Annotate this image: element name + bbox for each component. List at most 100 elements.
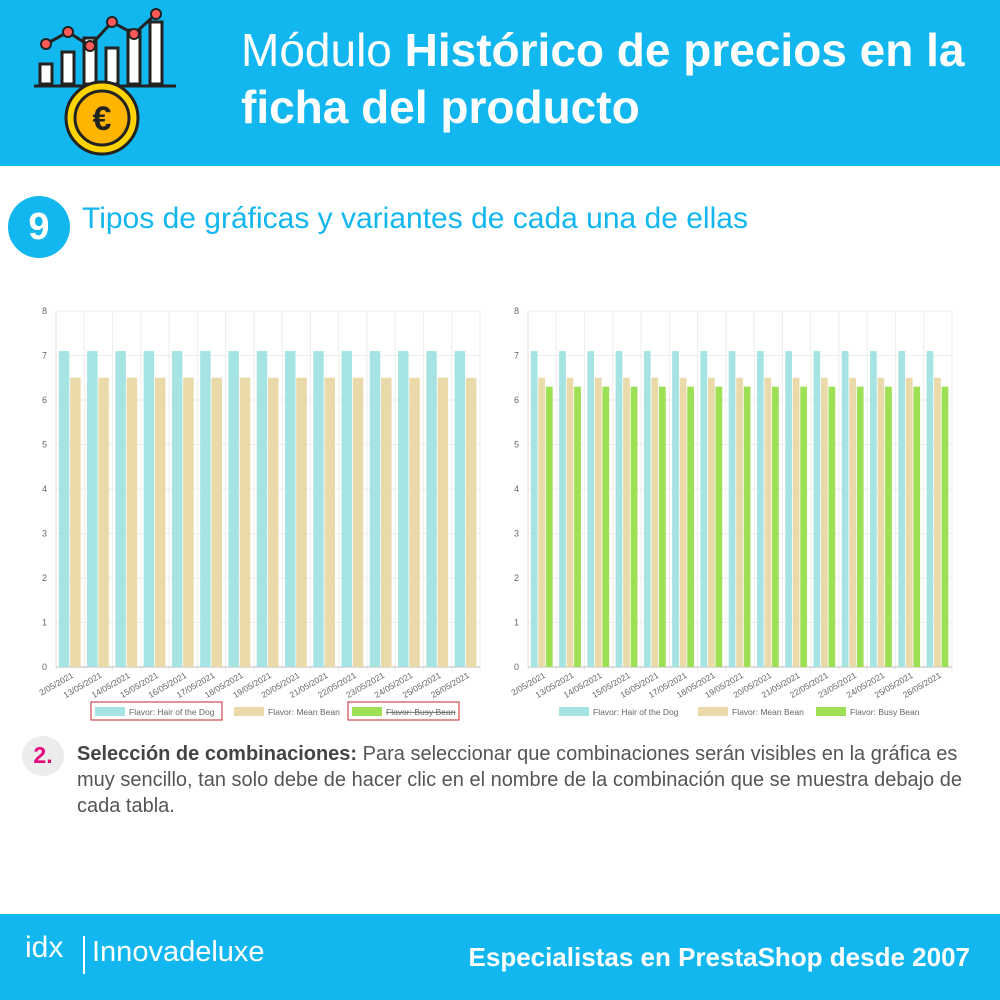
- legend-item-flavor-busy-bean[interactable]: Flavor: Busy Bean: [347, 701, 460, 721]
- legend-label[interactable]: Flavor: Hair of the Dog: [593, 707, 679, 717]
- legend-item-flavor-mean-bean[interactable]: Flavor: Mean Bean: [698, 707, 804, 717]
- bar-flavor-hair-of-the-dog[interactable]: [58, 351, 70, 667]
- bar-flavor-mean-bean[interactable]: [651, 377, 659, 667]
- bar-chart-svg: 0123456782/05/202113/05/202114/05/202115…: [509, 306, 953, 717]
- price-history-chart-left: 0 1 2 3 4 5 6 7 8 2/05/2021 13/05/2021 14/05/2021 15…: [28, 295, 488, 725]
- legend-label[interactable]: Flavor: Mean Bean: [268, 707, 340, 717]
- bar-flavor-mean-bean[interactable]: [934, 377, 941, 667]
- bar-flavor-hair-of-the-dog[interactable]: [369, 351, 381, 667]
- bar-flavor-hair-of-the-dog[interactable]: [643, 351, 651, 667]
- page-title: Módulo Histórico de precios en la ficha …: [241, 22, 981, 136]
- bar-flavor-busy-bean[interactable]: [715, 386, 723, 667]
- bar-flavor-mean-bean[interactable]: [296, 377, 307, 667]
- bar-flavor-mean-bean[interactable]: [98, 377, 109, 667]
- legend-label[interactable]: Flavor: Busy Bean: [850, 707, 920, 717]
- bar-flavor-hair-of-the-dog[interactable]: [700, 351, 708, 667]
- bar-flavor-hair-of-the-dog[interactable]: [115, 351, 126, 667]
- y-tick-label: 8: [514, 306, 519, 316]
- bar-flavor-hair-of-the-dog[interactable]: [756, 351, 764, 667]
- legend-swatch: [559, 707, 589, 716]
- bar-flavor-mean-bean[interactable]: [409, 377, 420, 667]
- y-tick-label: 6: [514, 395, 519, 405]
- bar-flavor-busy-bean[interactable]: [743, 386, 751, 667]
- bar-flavor-mean-bean[interactable]: [566, 377, 574, 667]
- bar-flavor-mean-bean[interactable]: [381, 377, 392, 667]
- bar-flavor-mean-bean[interactable]: [154, 377, 166, 667]
- bar-flavor-mean-bean[interactable]: [211, 377, 222, 667]
- bar-flavor-hair-of-the-dog[interactable]: [143, 351, 155, 667]
- bar-flavor-hair-of-the-dog[interactable]: [341, 351, 352, 667]
- bar-flavor-hair-of-the-dog[interactable]: [200, 351, 211, 667]
- bar-flavor-busy-bean[interactable]: [630, 386, 638, 667]
- bar-flavor-mean-bean[interactable]: [877, 377, 885, 667]
- bar-flavor-mean-bean[interactable]: [324, 377, 336, 667]
- bar-flavor-busy-bean[interactable]: [913, 386, 921, 667]
- bar-flavor-busy-bean[interactable]: [772, 386, 779, 667]
- bar-flavor-hair-of-the-dog[interactable]: [171, 351, 183, 667]
- bar-flavor-hair-of-the-dog[interactable]: [870, 351, 877, 667]
- bar-flavor-hair-of-the-dog[interactable]: [87, 351, 98, 667]
- bar-flavor-hair-of-the-dog[interactable]: [426, 351, 437, 667]
- bar-flavor-mean-bean[interactable]: [437, 377, 449, 667]
- legend-label[interactable]: Flavor: Busy Bean: [386, 707, 456, 717]
- bar-flavor-mean-bean[interactable]: [70, 377, 81, 667]
- brand-logo-mark: idx: [25, 931, 64, 964]
- legend-label[interactable]: Flavor: Mean Bean: [732, 707, 804, 717]
- bar-flavor-busy-bean[interactable]: [687, 386, 694, 667]
- bar-flavor-hair-of-the-dog[interactable]: [559, 351, 566, 667]
- bar-flavor-hair-of-the-dog[interactable]: [530, 351, 538, 667]
- legend-highlight-box: [347, 701, 460, 721]
- bar-flavor-mean-bean[interactable]: [764, 377, 772, 667]
- bar-flavor-hair-of-the-dog[interactable]: [284, 351, 296, 667]
- bar-flavor-hair-of-the-dog[interactable]: [785, 351, 792, 667]
- bar-flavor-hair-of-the-dog[interactable]: [898, 351, 906, 667]
- legend-label[interactable]: Flavor: Hair of the Dog: [129, 707, 215, 717]
- bar-flavor-hair-of-the-dog[interactable]: [313, 351, 324, 667]
- y-tick-label: 7: [514, 351, 519, 361]
- bar-flavor-busy-bean[interactable]: [856, 386, 864, 667]
- bar-flavor-busy-bean[interactable]: [828, 386, 836, 667]
- y-tick-label: 4: [514, 484, 519, 494]
- bar-flavor-mean-bean[interactable]: [707, 377, 715, 667]
- svg-text:€: €: [93, 100, 112, 138]
- bar-flavor-mean-bean[interactable]: [126, 377, 138, 667]
- bar-flavor-mean-bean[interactable]: [679, 377, 687, 667]
- bar-flavor-mean-bean[interactable]: [905, 377, 913, 667]
- bar-flavor-busy-bean[interactable]: [602, 386, 610, 667]
- legend-item-flavor-hair-of-the-dog[interactable]: Flavor: Hair of the Dog: [559, 707, 679, 717]
- bar-flavor-mean-bean[interactable]: [239, 377, 251, 667]
- bar-flavor-mean-bean[interactable]: [183, 377, 194, 667]
- legend-item-flavor-hair-of-the-dog[interactable]: Flavor: Hair of the Dog: [90, 701, 223, 721]
- bar-flavor-mean-bean[interactable]: [792, 377, 800, 667]
- bar-flavor-mean-bean[interactable]: [465, 377, 477, 667]
- bar-flavor-busy-bean[interactable]: [800, 386, 808, 667]
- bar-flavor-busy-bean[interactable]: [545, 386, 553, 667]
- bar-flavor-hair-of-the-dog[interactable]: [728, 351, 736, 667]
- bar-flavor-mean-bean[interactable]: [538, 377, 546, 667]
- bar-flavor-mean-bean[interactable]: [594, 377, 602, 667]
- legend-item-flavor-mean-bean[interactable]: Flavor: Mean Bean: [234, 707, 340, 717]
- bar-flavor-mean-bean[interactable]: [849, 377, 857, 667]
- bar-flavor-hair-of-the-dog[interactable]: [926, 351, 934, 667]
- bar-flavor-mean-bean[interactable]: [352, 377, 364, 667]
- bar-flavor-hair-of-the-dog[interactable]: [587, 351, 595, 667]
- bar-flavor-busy-bean[interactable]: [574, 386, 581, 667]
- legend-item-flavor-busy-bean[interactable]: Flavor: Busy Bean: [816, 707, 920, 717]
- bar-flavor-mean-bean[interactable]: [268, 377, 279, 667]
- bar-flavor-hair-of-the-dog[interactable]: [615, 351, 623, 667]
- bar-flavor-hair-of-the-dog[interactable]: [256, 351, 268, 667]
- bar-flavor-mean-bean[interactable]: [623, 377, 630, 667]
- bar-flavor-busy-bean[interactable]: [885, 386, 892, 667]
- y-tick-label: 1: [42, 618, 47, 628]
- bar-flavor-hair-of-the-dog[interactable]: [672, 351, 679, 667]
- logo-divider: [83, 936, 85, 974]
- bar-flavor-hair-of-the-dog[interactable]: [454, 351, 466, 667]
- bar-flavor-mean-bean[interactable]: [736, 377, 743, 667]
- bar-flavor-busy-bean[interactable]: [941, 386, 949, 667]
- bar-flavor-hair-of-the-dog[interactable]: [228, 351, 239, 667]
- bar-flavor-mean-bean[interactable]: [821, 377, 828, 667]
- bar-flavor-hair-of-the-dog[interactable]: [841, 351, 849, 667]
- bar-flavor-hair-of-the-dog[interactable]: [398, 351, 409, 667]
- bar-flavor-busy-bean[interactable]: [658, 386, 666, 667]
- bar-flavor-hair-of-the-dog[interactable]: [813, 351, 821, 667]
